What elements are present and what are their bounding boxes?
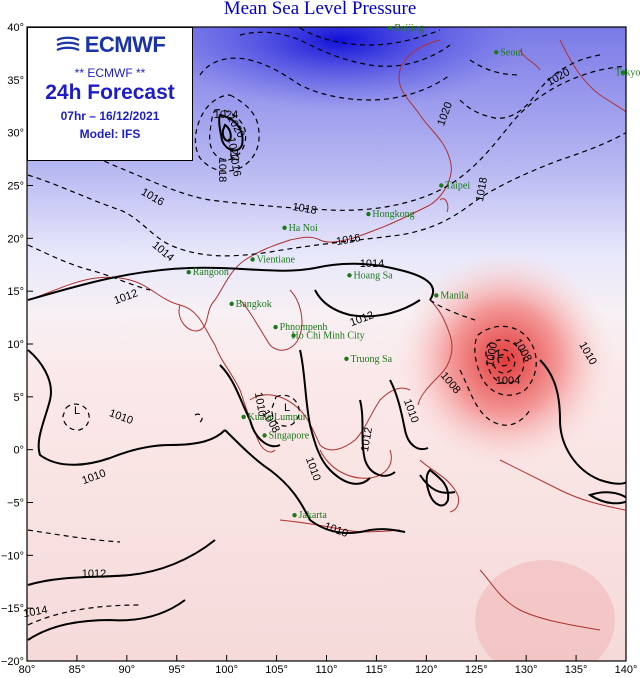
isobar-value-label: 1012 <box>359 426 375 452</box>
city-marker <box>620 70 626 75</box>
city-label: Hoang Sa <box>353 270 393 281</box>
city-label: Tokyo <box>615 67 640 78</box>
map-title: Mean Sea Level Pressure <box>223 0 417 19</box>
city-marker <box>229 301 234 307</box>
pressure-centers: L L L <box>74 349 503 417</box>
city-marker <box>282 225 287 230</box>
city-label: Singapore <box>269 430 310 441</box>
city-label: Beijing <box>394 23 423 34</box>
low-pressure-center: L <box>284 402 290 414</box>
city-label: Rangoon <box>193 267 229 278</box>
lat-tick-label: −5° <box>7 498 24 510</box>
ecmwf-logo: ECMWF <box>28 32 192 58</box>
isobar-value-label: 1014 <box>360 258 384 270</box>
isobar-value-label: 1018 <box>216 158 228 182</box>
isobar-value-label: 1000 <box>484 341 500 367</box>
lat-tick-label: 0° <box>13 445 24 457</box>
lat-tick-label: 20° <box>7 233 24 245</box>
city-label: Taipei <box>445 181 470 192</box>
lon-tick-label: 80° <box>19 664 36 676</box>
lon-tick-label: 130° <box>515 664 538 676</box>
city-marker <box>344 356 349 361</box>
isobar-value-label: 1012 <box>82 568 106 580</box>
city-label: Ho Chi Minh City <box>292 331 365 342</box>
lat-tick-label: 35° <box>7 75 24 87</box>
lat-tick-label: 5° <box>13 392 24 404</box>
city-marker <box>439 183 444 188</box>
isobar-value-label: 1024 <box>214 109 238 121</box>
forecast-period: 24h Forecast <box>45 81 175 104</box>
lon-tick-label: 100° <box>215 664 238 676</box>
lon-tick-label: 125° <box>465 664 488 676</box>
city-label: Phnompenh <box>280 322 328 333</box>
city-marker <box>494 50 499 55</box>
dashed-isobars <box>27 27 626 626</box>
isobar-value-label: 1004 <box>496 375 520 387</box>
lon-tick-label: 140° <box>615 664 638 676</box>
logo-text: ECMWF <box>84 32 166 57</box>
city-marker <box>241 414 246 420</box>
model-line: ** ECMWF ** <box>74 66 146 80</box>
lat-tick-label: 15° <box>7 286 24 298</box>
low-pressure-center: L <box>497 349 503 361</box>
city-marker <box>292 512 297 518</box>
forecast-legend-box: ECMWF ** ECMWF ** 24h Forecast 07hr – 16… <box>27 27 193 161</box>
city-marker <box>388 25 393 31</box>
isobar-value-label: 1016 <box>227 151 243 177</box>
lat-tick-label: −10° <box>1 550 24 562</box>
city-marker <box>262 433 267 438</box>
city-label: Truong Sa <box>350 354 392 365</box>
city-label: Hongkong <box>372 209 414 220</box>
isobar-value-label: 1010 <box>252 391 268 417</box>
lon-tick-label: 85° <box>69 664 86 676</box>
low-pressure-area <box>395 250 615 470</box>
city-label: Vientiane <box>257 254 296 265</box>
isobar-value-label: 1022 <box>225 136 241 162</box>
lon-tick-label: 95° <box>168 664 185 676</box>
city-label: Bangkok <box>236 299 272 310</box>
ecmwf-logo-icon <box>56 36 80 52</box>
lon-tick-label: 105° <box>265 664 288 676</box>
lon-tick-label: 110° <box>316 664 338 676</box>
low-pressure-center: L <box>74 405 80 417</box>
city-marker <box>273 324 278 330</box>
latitude-axis: 40° 35° 30° 25° 20° 15° 10° 5° 0° −5° −10° −15° −20° <box>1 22 33 668</box>
city-label: Ha Noi <box>289 223 318 234</box>
lat-tick-label: −15° <box>1 603 24 615</box>
city-marker <box>347 273 352 278</box>
city-label: Jakarta <box>299 510 328 521</box>
lat-tick-label: 30° <box>7 128 24 140</box>
city-marker <box>250 257 255 262</box>
lon-tick-label: 135° <box>565 664 588 676</box>
city-label: Manila <box>440 290 469 301</box>
forecast-datetime: 07hr – 16/12/2021 <box>60 109 160 123</box>
longitude-axis: 80° 85° 90° 95° 100° 105° 110° 115° 120° 125° 130°… <box>19 655 638 676</box>
city-marker <box>291 333 296 338</box>
city-label: Seoul <box>500 47 523 58</box>
forecast-model: Model: IFS <box>79 127 141 141</box>
lat-tick-label: −20° <box>1 656 24 668</box>
isobar-value-label: 1018 <box>474 176 490 202</box>
high-pressure-area <box>160 27 520 110</box>
isobar-value-label: 1018 <box>291 201 317 217</box>
city-marker <box>434 293 439 298</box>
lon-tick-label: 115° <box>365 664 387 676</box>
solid-isobars <box>27 113 626 641</box>
lat-tick-label: 10° <box>7 339 24 351</box>
isobar-value-label: 1016 <box>335 232 361 248</box>
city-marker <box>366 211 371 217</box>
lat-tick-label: 25° <box>7 181 24 193</box>
city-label: Kuala Lumpur <box>248 412 307 423</box>
lon-tick-label: 90° <box>119 664 136 676</box>
lat-tick-label: 40° <box>7 22 24 34</box>
city-marker <box>186 269 191 275</box>
lon-tick-label: 120° <box>415 664 438 676</box>
city-markers: Beijing Seoul Tokyo Taipei Hongkong Ha Noi Vie… <box>186 23 640 521</box>
